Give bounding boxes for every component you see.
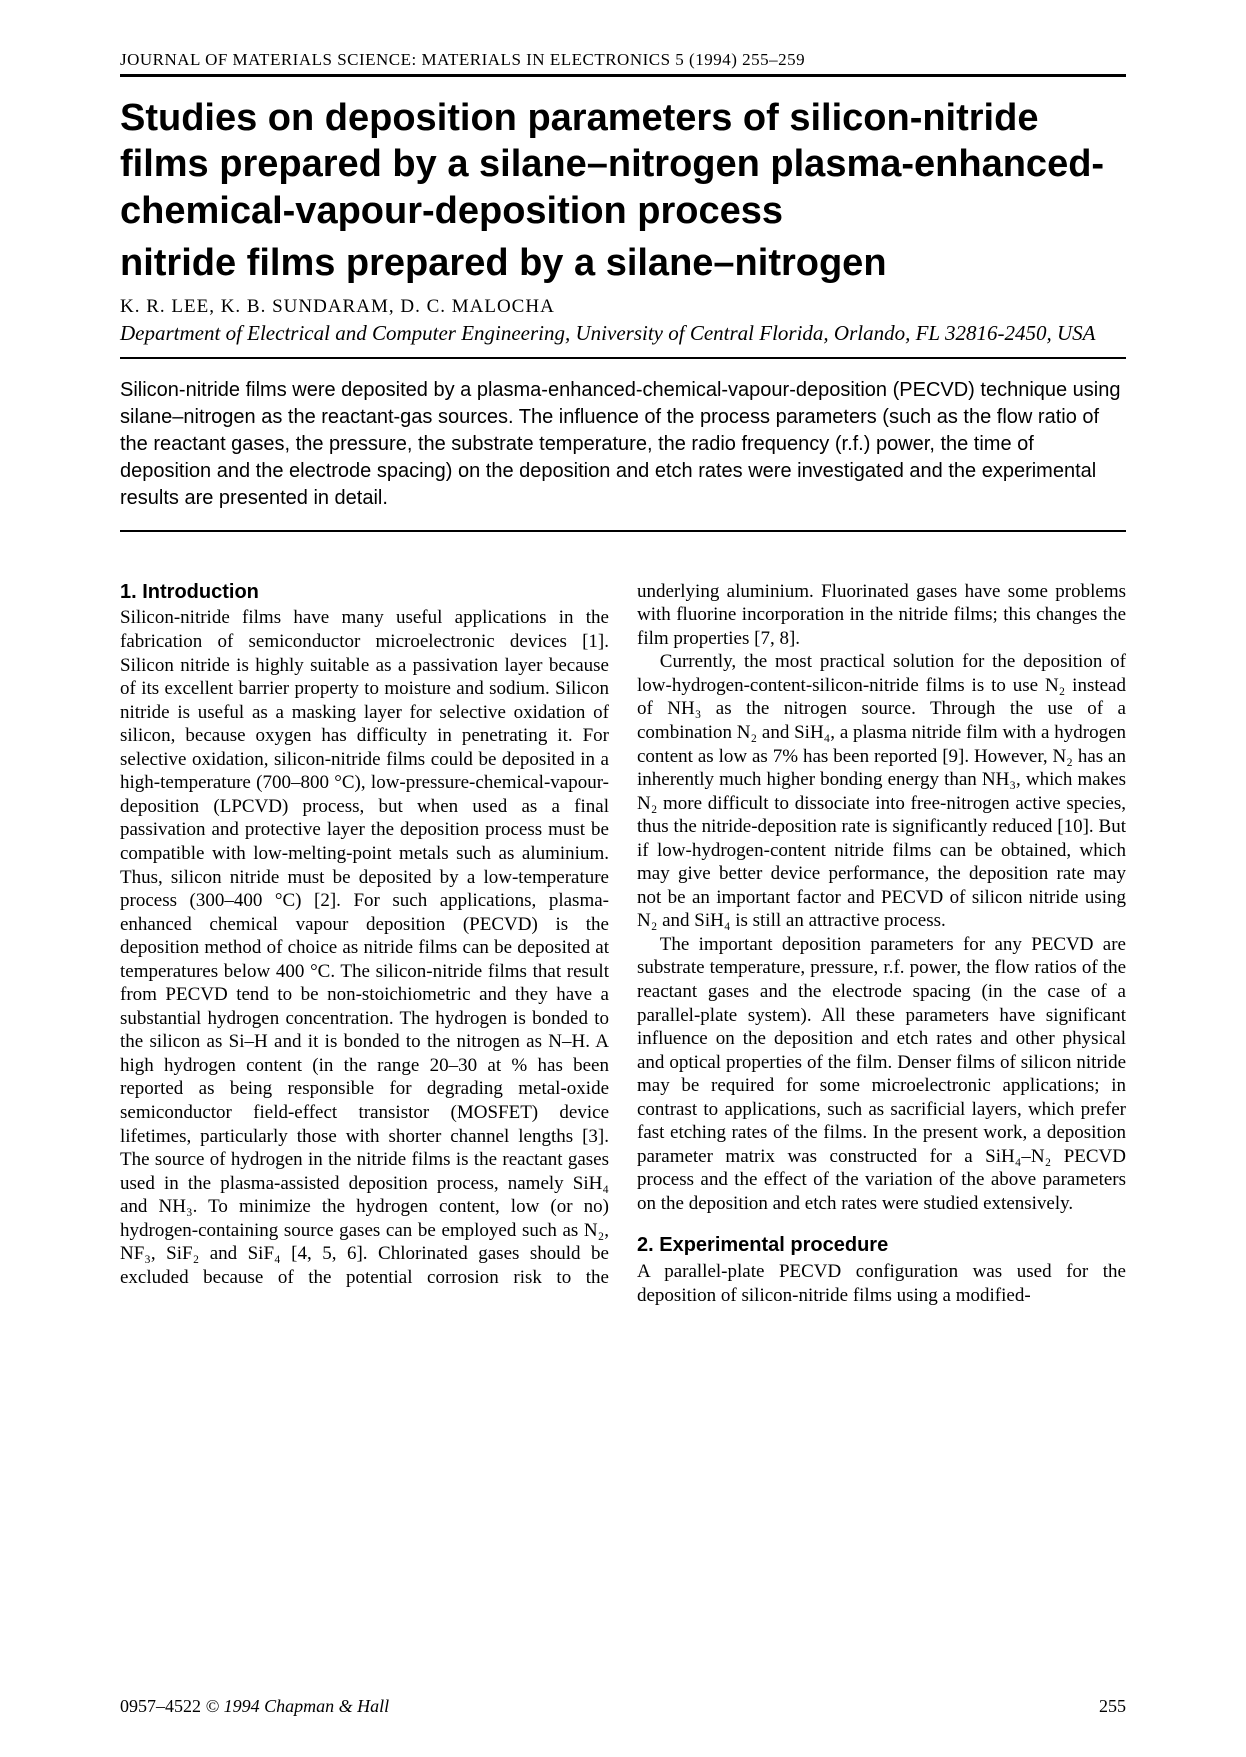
authors-line: K. R. LEE, K. B. SUNDARAM, D. C. MALOCHA	[120, 296, 1126, 318]
header-rule	[120, 74, 1126, 77]
affiliation: Department of Electrical and Computer En…	[120, 320, 1126, 346]
page-number: 255	[1099, 1696, 1126, 1717]
journal-header: JOURNAL OF MATERIALS SCIENCE: MATERIALS …	[120, 50, 1126, 70]
body-columns: 1. Introduction Silicon-nitride films ha…	[120, 580, 1126, 1308]
section-spacer	[637, 1215, 1126, 1233]
article-subtitle: nitride films prepared by a silane–nitro…	[120, 240, 1126, 286]
abstract-rule-top	[120, 357, 1126, 359]
footer-issn: 0957–4522	[120, 1696, 206, 1716]
section-heading-2: 2. Experimental procedure	[637, 1233, 1126, 1258]
paragraph: The important deposition parameters for …	[637, 933, 1126, 1216]
footer-copyright: © 1994 Chapman & Hall	[206, 1696, 390, 1716]
page: JOURNAL OF MATERIALS SCIENCE: MATERIALS …	[0, 0, 1246, 1757]
article-title: Studies on deposition parameters of sili…	[120, 95, 1126, 234]
abstract-rule-bottom	[120, 530, 1126, 532]
abstract: Silicon-nitride films were deposited by …	[120, 377, 1126, 512]
paragraph: A parallel-plate PECVD configuration was…	[637, 1260, 1126, 1307]
footer-left: 0957–4522 © 1994 Chapman & Hall	[120, 1696, 389, 1717]
page-footer: 0957–4522 © 1994 Chapman & Hall 255	[120, 1696, 1126, 1717]
paragraph: Currently, the most practical solution f…	[637, 650, 1126, 933]
section-heading-1: 1. Introduction	[120, 580, 609, 605]
